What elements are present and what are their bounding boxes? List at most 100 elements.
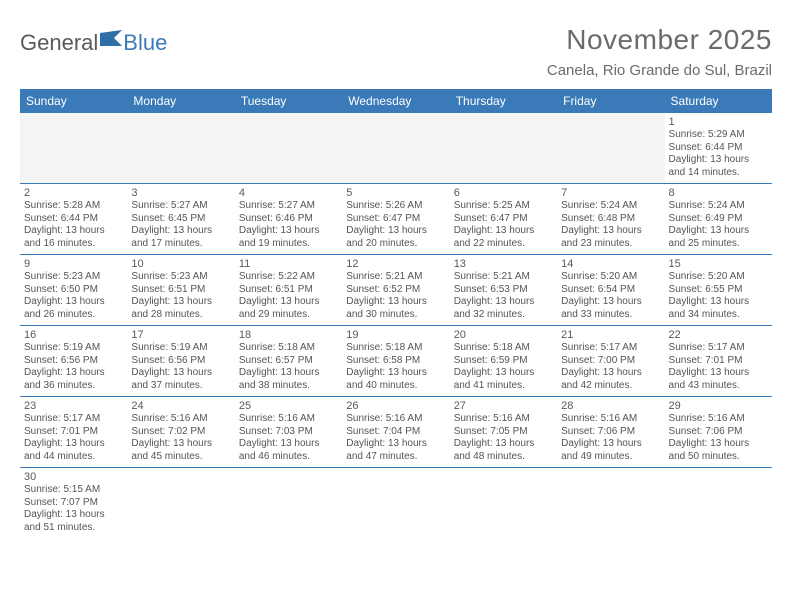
sunset-text: Sunset: 6:50 PM [24,284,123,297]
daylight1-text: Daylight: 13 hours [131,367,230,380]
calendar-cell: 10Sunrise: 5:23 AMSunset: 6:51 PMDayligh… [127,255,234,326]
daylight2-text: and 17 minutes. [131,238,230,251]
sunset-text: Sunset: 6:58 PM [346,355,445,368]
location: Canela, Rio Grande do Sul, Brazil [547,62,772,79]
sunrise-text: Sunrise: 5:25 AM [454,200,553,213]
brand-logo: GeneralBlue [20,24,167,56]
daylight2-text: and 47 minutes. [346,451,445,464]
day-number: 5 [346,187,445,199]
day-number: 9 [24,258,123,270]
sunset-text: Sunset: 7:01 PM [669,355,768,368]
calendar-cell: 18Sunrise: 5:18 AMSunset: 6:57 PMDayligh… [235,326,342,397]
daylight1-text: Daylight: 13 hours [669,154,768,167]
col-sunday: Sunday [20,89,127,113]
daylight1-text: Daylight: 13 hours [454,367,553,380]
day-number: 17 [131,329,230,341]
day-number: 24 [131,400,230,412]
daylight1-text: Daylight: 13 hours [346,225,445,238]
month-title: November 2025 [547,24,772,56]
day-number: 18 [239,329,338,341]
daylight1-text: Daylight: 13 hours [239,438,338,451]
day-number: 14 [561,258,660,270]
calendar-cell: 16Sunrise: 5:19 AMSunset: 6:56 PMDayligh… [20,326,127,397]
daylight2-text: and 44 minutes. [24,451,123,464]
calendar-cell [127,468,234,539]
daylight1-text: Daylight: 13 hours [669,367,768,380]
calendar-cell: 15Sunrise: 5:20 AMSunset: 6:55 PMDayligh… [665,255,772,326]
calendar-cell [342,113,449,184]
day-number: 25 [239,400,338,412]
daylight2-text: and 28 minutes. [131,309,230,322]
calendar-cell: 22Sunrise: 5:17 AMSunset: 7:01 PMDayligh… [665,326,772,397]
sunrise-text: Sunrise: 5:24 AM [561,200,660,213]
calendar-cell: 12Sunrise: 5:21 AMSunset: 6:52 PMDayligh… [342,255,449,326]
col-wednesday: Wednesday [342,89,449,113]
daylight2-text: and 43 minutes. [669,380,768,393]
day-number: 11 [239,258,338,270]
daylight2-text: and 49 minutes. [561,451,660,464]
sunset-text: Sunset: 7:00 PM [561,355,660,368]
daylight1-text: Daylight: 13 hours [24,296,123,309]
daylight2-text: and 51 minutes. [24,522,123,535]
sunset-text: Sunset: 6:57 PM [239,355,338,368]
daylight1-text: Daylight: 13 hours [239,225,338,238]
calendar-cell: 30Sunrise: 5:15 AMSunset: 7:07 PMDayligh… [20,468,127,539]
daylight1-text: Daylight: 13 hours [561,225,660,238]
daylight2-text: and 37 minutes. [131,380,230,393]
daylight1-text: Daylight: 13 hours [131,438,230,451]
sunrise-text: Sunrise: 5:26 AM [346,200,445,213]
calendar-cell: 17Sunrise: 5:19 AMSunset: 6:56 PMDayligh… [127,326,234,397]
calendar-row: 23Sunrise: 5:17 AMSunset: 7:01 PMDayligh… [20,397,772,468]
sunrise-text: Sunrise: 5:29 AM [669,129,768,142]
daylight1-text: Daylight: 13 hours [131,296,230,309]
sunset-text: Sunset: 6:44 PM [24,213,123,226]
sunrise-text: Sunrise: 5:16 AM [454,413,553,426]
day-number: 15 [669,258,768,270]
sunrise-text: Sunrise: 5:16 AM [239,413,338,426]
day-number: 23 [24,400,123,412]
daylight2-text: and 48 minutes. [454,451,553,464]
daylight2-text: and 32 minutes. [454,309,553,322]
daylight1-text: Daylight: 13 hours [239,296,338,309]
day-number: 3 [131,187,230,199]
sunrise-text: Sunrise: 5:22 AM [239,271,338,284]
daylight1-text: Daylight: 13 hours [346,438,445,451]
sunrise-text: Sunrise: 5:16 AM [346,413,445,426]
sunrise-text: Sunrise: 5:28 AM [24,200,123,213]
daylight2-text: and 46 minutes. [239,451,338,464]
daylight1-text: Daylight: 13 hours [24,225,123,238]
daylight2-text: and 41 minutes. [454,380,553,393]
sunset-text: Sunset: 6:55 PM [669,284,768,297]
day-number: 21 [561,329,660,341]
calendar-cell [450,468,557,539]
daylight2-text: and 26 minutes. [24,309,123,322]
daylight2-text: and 16 minutes. [24,238,123,251]
calendar-cell: 21Sunrise: 5:17 AMSunset: 7:00 PMDayligh… [557,326,664,397]
sunrise-text: Sunrise: 5:21 AM [454,271,553,284]
calendar-cell: 14Sunrise: 5:20 AMSunset: 6:54 PMDayligh… [557,255,664,326]
sunset-text: Sunset: 6:51 PM [131,284,230,297]
calendar-cell [665,468,772,539]
daylight1-text: Daylight: 13 hours [669,438,768,451]
daylight2-text: and 45 minutes. [131,451,230,464]
day-number: 29 [669,400,768,412]
sunrise-text: Sunrise: 5:17 AM [669,342,768,355]
calendar-cell: 2Sunrise: 5:28 AMSunset: 6:44 PMDaylight… [20,184,127,255]
day-number: 13 [454,258,553,270]
sunset-text: Sunset: 7:03 PM [239,426,338,439]
sunrise-text: Sunrise: 5:20 AM [669,271,768,284]
calendar-row: 1Sunrise: 5:29 AMSunset: 6:44 PMDaylight… [20,113,772,184]
sunrise-text: Sunrise: 5:16 AM [669,413,768,426]
calendar-cell: 3Sunrise: 5:27 AMSunset: 6:45 PMDaylight… [127,184,234,255]
daylight2-text: and 23 minutes. [561,238,660,251]
sunrise-text: Sunrise: 5:18 AM [346,342,445,355]
daylight2-text: and 42 minutes. [561,380,660,393]
day-number: 20 [454,329,553,341]
sunset-text: Sunset: 6:54 PM [561,284,660,297]
sunset-text: Sunset: 7:06 PM [669,426,768,439]
day-number: 30 [24,471,123,483]
daylight1-text: Daylight: 13 hours [24,367,123,380]
daylight2-text: and 19 minutes. [239,238,338,251]
calendar-cell: 4Sunrise: 5:27 AMSunset: 6:46 PMDaylight… [235,184,342,255]
calendar-cell: 29Sunrise: 5:16 AMSunset: 7:06 PMDayligh… [665,397,772,468]
